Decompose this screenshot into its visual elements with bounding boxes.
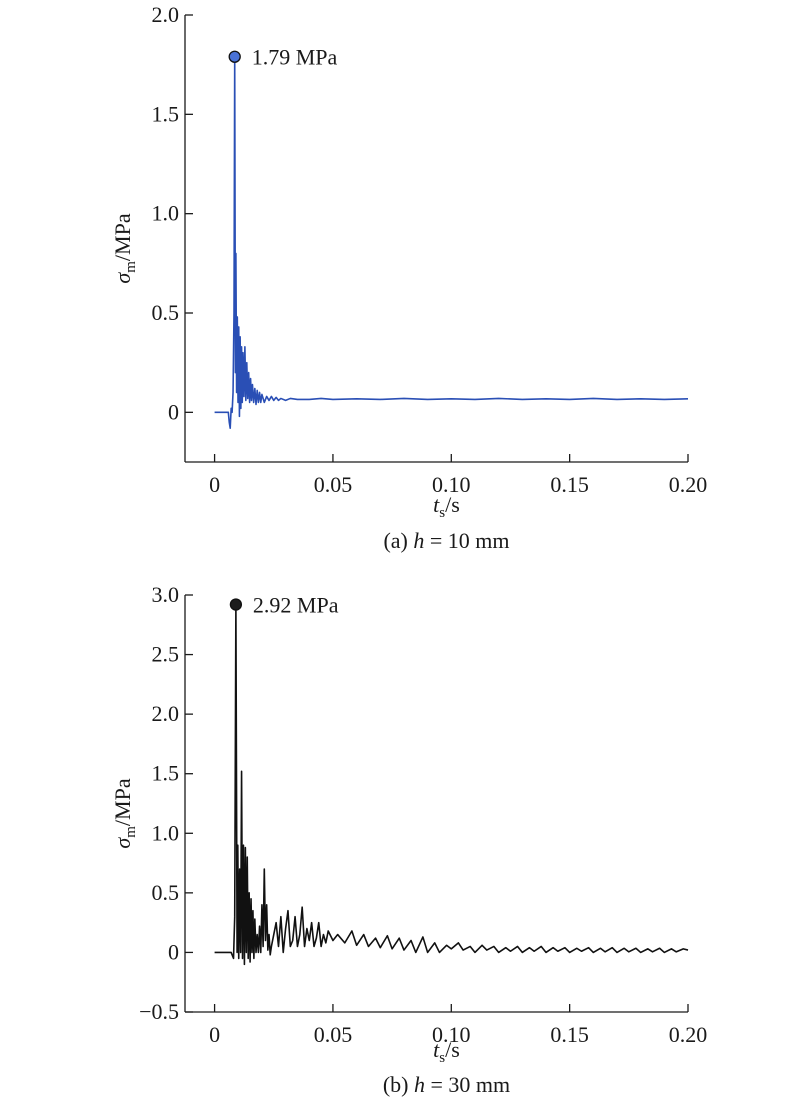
y-tick-label: 0 <box>168 399 179 424</box>
caption-prefix: (b) <box>383 1072 414 1097</box>
caption-variable: h <box>413 528 424 553</box>
y-axis-title-unit: /MPa <box>110 778 135 826</box>
y-axis-title-symbol: σ <box>110 837 135 849</box>
x-tick-label: 0 <box>209 472 220 497</box>
x-axis-title: ts/s <box>433 1037 460 1066</box>
y-tick-label: 2.0 <box>152 2 180 27</box>
caption-value: = 30 mm <box>425 1072 510 1097</box>
y-tick-label: 1.0 <box>152 820 180 845</box>
peak-marker <box>228 50 241 63</box>
x-tick-label: 0.10 <box>432 1022 471 1047</box>
chart-caption: (a) h = 10 mm <box>383 528 509 553</box>
y-axis-title-subscript: m <box>123 261 139 273</box>
chart-b: −0.5 0 0.5 1.0 1.5 2.0 2.5 3.0 0 0.05 0.10 0.15 0.20… <box>110 582 707 1097</box>
x-tick-label: 0.10 <box>432 472 471 497</box>
y-axis-title: σm/MPa <box>110 778 139 848</box>
y-axis-title-subscript: m <box>123 826 139 838</box>
y-tick-label: −0.5 <box>139 999 179 1024</box>
series-line <box>214 55 689 430</box>
y-tick-label: 1.5 <box>152 101 180 126</box>
y-tick-label: 1.0 <box>152 201 180 226</box>
x-axis-title-unit: /s <box>445 492 460 517</box>
caption-value: = 10 mm <box>424 528 509 553</box>
x-axis-title-unit: /s <box>445 1037 460 1062</box>
y-tick-label: 0 <box>168 939 179 964</box>
x-tick-label: 0.05 <box>314 472 353 497</box>
x-axis-title-subscript: s <box>439 505 445 521</box>
x-axis-title-subscript: s <box>439 1050 445 1066</box>
x-axis-title-symbol: t <box>433 492 440 517</box>
y-axis-title-symbol: σ <box>110 272 135 284</box>
peak-label: 2.92 MPa <box>253 593 339 618</box>
y-tick-label: 2.0 <box>152 701 180 726</box>
x-tick-label: 0.15 <box>550 1022 589 1047</box>
x-axis-title-symbol: t <box>433 1037 440 1062</box>
peak-label: 1.79 MPa <box>252 45 338 70</box>
x-tick-label: 0 <box>209 1022 220 1047</box>
y-tick-label: 3.0 <box>152 582 180 607</box>
y-tick-label: 0.5 <box>152 300 180 325</box>
x-tick-label: 0.20 <box>669 1022 708 1047</box>
x-tick-label: 0.05 <box>314 1022 353 1047</box>
y-tick-label: 0.5 <box>152 880 180 905</box>
caption-prefix: (a) <box>383 528 413 553</box>
x-axis-title: ts/s <box>433 492 460 521</box>
y-axis-title: σm/MPa <box>110 213 139 283</box>
caption-variable: h <box>414 1072 425 1097</box>
x-tick-label: 0.20 <box>669 472 708 497</box>
series-line <box>214 603 689 966</box>
peak-marker <box>229 598 243 611</box>
chart-caption: (b) h = 30 mm <box>383 1072 510 1097</box>
y-tick-label: 2.5 <box>152 642 180 667</box>
y-axis-title-unit: /MPa <box>110 213 135 261</box>
y-tick-label: 1.5 <box>152 761 180 786</box>
x-tick-label: 0.15 <box>550 472 589 497</box>
chart-a: 0 0.5 1.0 1.5 2.0 0 0.05 0.10 0.15 0.20 1.79 MPa ts… <box>110 2 707 553</box>
